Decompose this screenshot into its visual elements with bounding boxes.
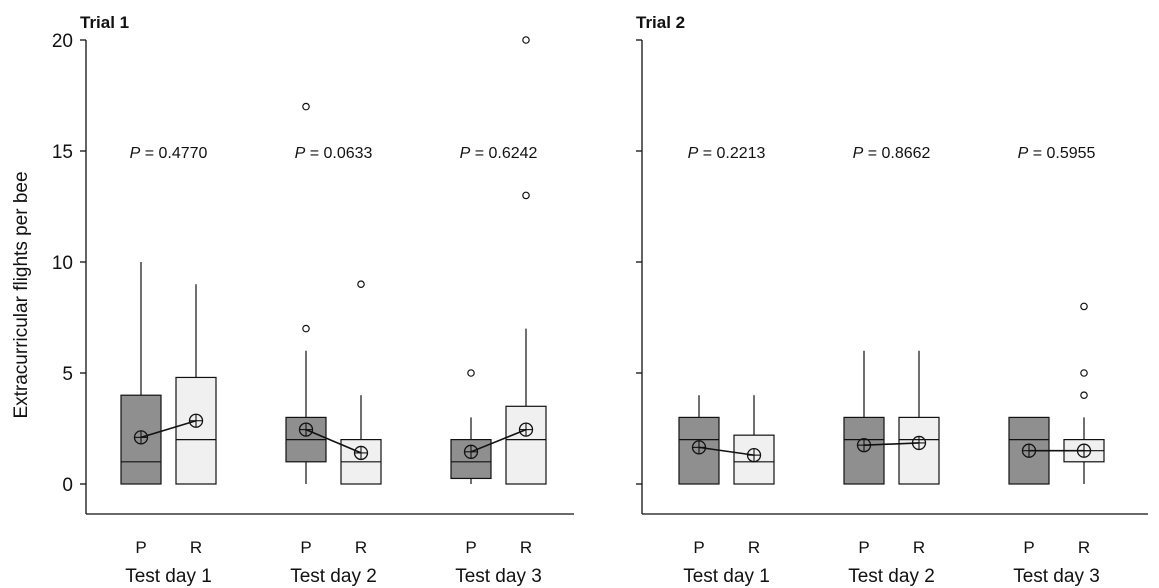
outlier-point [302,102,310,111]
box-r [898,416,940,485]
group-label: Test day 1 [125,566,212,587]
outlier-point [1080,302,1088,311]
panel-title: Trial 1 [80,13,129,32]
y-tick-label: 5 [62,364,73,385]
group-label: Test day 2 [290,566,377,587]
mean-marker [746,447,762,463]
p-value-label: P = 0.6242 [460,145,538,162]
y-tick-label: 20 [52,31,73,52]
panel-title: Trial 2 [636,13,685,32]
mean-connector [863,442,920,446]
box-label: P [300,538,311,557]
box-label: R [1078,538,1090,557]
p-value-label: P = 0.0633 [295,145,373,162]
y-tick-label: 10 [52,253,73,274]
outlier-point [1080,391,1088,400]
box-r [505,405,547,485]
trial-1-panel: Trial 1 0 5 10 15 20 P = 0.4770 Test day 1 P R P … [52,13,574,587]
trial-2-panel: Trial 2 P = 0.2213 Test day 1 P R P = 0.8662… [636,13,1148,587]
mean-connector [305,428,362,454]
mean-marker [133,430,149,445]
box-label: P [465,538,476,557]
mean-marker [298,422,314,437]
box-label: R [520,538,532,557]
mean-connector [140,419,197,439]
group-label: Test day 3 [455,566,542,587]
group-label: Test day 2 [848,566,935,587]
outlier-point [522,36,530,44]
box-label: P [858,538,869,557]
p-value-label: P = 0.2213 [688,145,766,162]
group-label: Test day 1 [683,566,770,587]
box-r [175,376,217,485]
box-label: R [190,538,202,557]
mean-marker [1076,443,1092,458]
p-value-label: P = 0.8662 [853,145,931,162]
outlier-point [302,324,310,333]
mean-marker [353,445,369,461]
mean-connector [698,446,755,456]
box-label: P [1023,538,1034,557]
box-label: P [693,538,704,557]
y-axis-label: Extracurricular flights per bee [11,171,32,418]
mean-connector [470,428,527,453]
mean-marker [518,422,534,437]
outlier-point [1080,369,1088,377]
mean-marker [856,437,872,453]
outlier-point [467,369,475,377]
y-tick-label: 0 [62,475,73,496]
p-value-label: P = 0.4770 [130,145,208,162]
mean-marker [691,440,707,455]
box-label: P [135,538,146,557]
box-label: R [748,538,760,557]
p-value-label: P = 0.5955 [1018,145,1096,162]
box-label: R [355,538,367,557]
y-tick-label: 15 [52,142,73,163]
outlier-point [522,191,530,200]
mean-marker [1021,443,1037,458]
group-label: Test day 3 [1013,566,1100,587]
box-label: R [913,538,925,557]
outlier-point [357,280,365,289]
mean-marker [911,435,927,451]
mean-marker [188,413,204,428]
mean-marker [463,444,479,459]
